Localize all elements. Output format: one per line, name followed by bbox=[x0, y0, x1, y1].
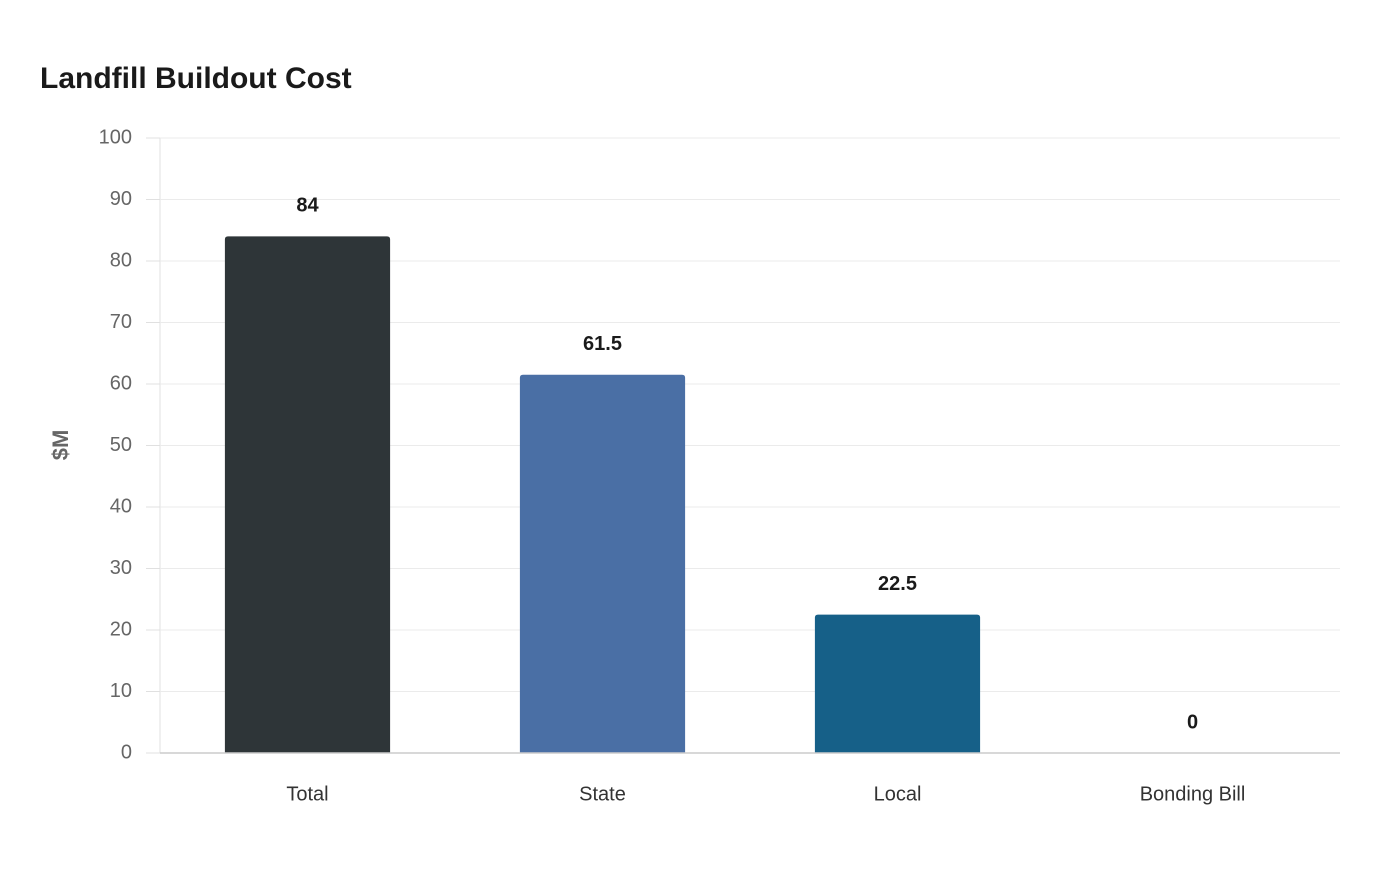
y-tick-label: 100 bbox=[99, 126, 132, 148]
value-label: 0 bbox=[1187, 711, 1198, 733]
y-tick-label: 0 bbox=[121, 741, 132, 763]
y-tick-label: 40 bbox=[110, 495, 132, 517]
y-tick-label: 60 bbox=[110, 372, 132, 394]
bar bbox=[224, 236, 391, 753]
y-tick-label: 50 bbox=[110, 434, 132, 456]
y-tick-label: 20 bbox=[110, 618, 132, 640]
y-tick-label: 70 bbox=[110, 311, 132, 333]
bar bbox=[814, 614, 981, 753]
y-axis-label: $M bbox=[48, 430, 73, 461]
value-label: 61.5 bbox=[583, 333, 622, 355]
chart-title: Landfill Buildout Cost bbox=[40, 62, 352, 95]
bar bbox=[519, 374, 686, 753]
value-label: 22.5 bbox=[878, 573, 917, 595]
value-label: 84 bbox=[296, 195, 319, 217]
y-tick-label: 30 bbox=[110, 557, 132, 579]
x-tick-label: Bonding Bill bbox=[1140, 783, 1246, 805]
x-tick-label: Local bbox=[874, 783, 922, 805]
y-tick-label: 10 bbox=[110, 680, 132, 702]
x-tick-label: State bbox=[579, 783, 626, 805]
x-tick-label: Total bbox=[286, 783, 328, 805]
y-tick-label: 90 bbox=[110, 188, 132, 210]
y-tick-label: 80 bbox=[110, 249, 132, 271]
